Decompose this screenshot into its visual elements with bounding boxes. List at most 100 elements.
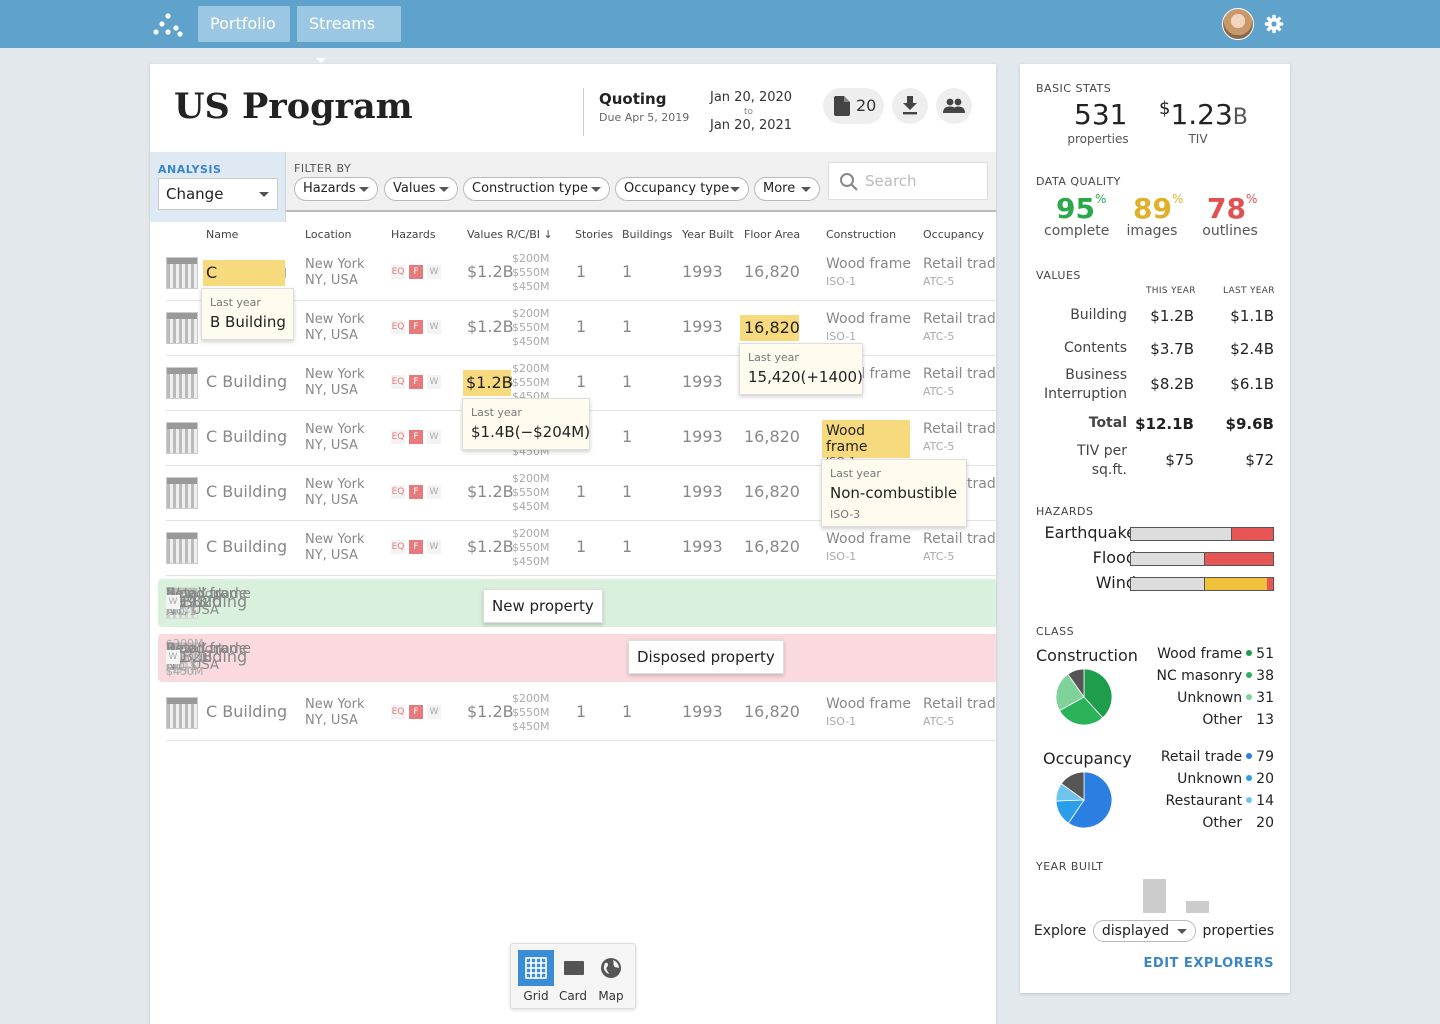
analysis-select[interactable]: Change bbox=[158, 178, 278, 210]
col-buildings[interactable]: Buildings bbox=[622, 228, 673, 241]
legend-item[interactable]: Retail trade 79 bbox=[1161, 749, 1274, 765]
explore-select[interactable]: displayed bbox=[1092, 920, 1197, 942]
tooltip-label: Last year bbox=[830, 467, 881, 480]
tooltip-main: $1.4B bbox=[471, 423, 515, 441]
property-stories: 1 bbox=[576, 702, 587, 721]
pie-slice[interactable] bbox=[1058, 696, 1104, 726]
legend-count: 14 bbox=[1256, 793, 1274, 809]
value-contents: $550M bbox=[512, 706, 550, 719]
col-year-built[interactable]: Year Built bbox=[682, 228, 734, 241]
nav-portfolio[interactable]: Portfolio bbox=[198, 6, 290, 42]
date-to: Jan 20, 2021 bbox=[710, 118, 793, 133]
legend-item[interactable]: Other 20 bbox=[1202, 815, 1274, 831]
construction-last-year-tooltip: Last year Non-combustible ISO-3 bbox=[821, 459, 967, 527]
pie-slice[interactable] bbox=[1055, 673, 1085, 712]
nav-streams[interactable]: Streams bbox=[297, 6, 401, 63]
col-name[interactable]: Name bbox=[206, 228, 239, 241]
building-thumbnail[interactable] bbox=[166, 697, 198, 729]
pie-slice[interactable] bbox=[1067, 771, 1113, 829]
building-thumbnail[interactable] bbox=[166, 422, 198, 454]
col-floor-area[interactable]: Floor Area bbox=[744, 228, 801, 241]
property-name: C Building bbox=[206, 702, 288, 721]
documents-count: 20 bbox=[856, 96, 877, 115]
legend-item[interactable]: Wood frame 51 bbox=[1157, 646, 1274, 662]
building-thumbnail[interactable] bbox=[166, 312, 198, 344]
pie-slice[interactable] bbox=[1067, 668, 1085, 699]
property-name: C Building bbox=[206, 372, 288, 391]
property-name: C Building bbox=[166, 592, 248, 611]
value-building: $200M bbox=[512, 692, 550, 705]
value-contents: $550M bbox=[512, 486, 550, 499]
pie-slice[interactable] bbox=[1083, 668, 1113, 719]
building-thumbnail[interactable] bbox=[166, 532, 198, 564]
col-construction[interactable]: Construction bbox=[826, 228, 897, 241]
edit-explorers-link[interactable]: EDIT EXPLORERS bbox=[1143, 956, 1274, 971]
legend-item[interactable]: Unknown 20 bbox=[1177, 771, 1274, 787]
legend-item[interactable]: Other 13 bbox=[1202, 712, 1274, 728]
property-city: New York bbox=[305, 367, 365, 382]
building-thumbnail[interactable] bbox=[166, 257, 198, 289]
legend-item[interactable]: Restaurant 14 bbox=[1166, 793, 1274, 809]
properties-caption: properties bbox=[1067, 132, 1129, 146]
year-built-bar[interactable] bbox=[1143, 879, 1166, 913]
legend-name: Unknown bbox=[1177, 771, 1243, 787]
property-city: New York bbox=[305, 312, 365, 327]
legend-item[interactable]: NC masonry 38 bbox=[1156, 668, 1274, 684]
hazard-bar[interactable] bbox=[1130, 577, 1274, 591]
filter-more[interactable]: More bbox=[754, 177, 820, 201]
year-built-bar[interactable] bbox=[1186, 901, 1209, 913]
values-last-year: $72 bbox=[1245, 451, 1274, 469]
property-construction: Wood frame bbox=[166, 641, 252, 657]
property-buildings: 1 bbox=[622, 702, 633, 721]
grid-icon bbox=[525, 957, 547, 979]
search-input[interactable] bbox=[863, 169, 983, 193]
col-values[interactable]: Values R/C/BI ↓ bbox=[467, 228, 553, 241]
filter-occupancy-type[interactable]: Occupancy type bbox=[615, 177, 749, 201]
filter-values[interactable]: Values bbox=[384, 177, 458, 201]
property-year-built: 1993 bbox=[682, 537, 723, 556]
area-changed-highlight[interactable]: 16,820 bbox=[740, 315, 800, 341]
date-from: Jan 20, 2020 bbox=[710, 90, 793, 105]
occupancy-pie bbox=[1055, 771, 1113, 829]
filter-hazards[interactable]: Hazards bbox=[294, 177, 378, 201]
property-occupancy: Retail trade bbox=[923, 366, 996, 382]
legend-dot bbox=[1246, 797, 1253, 803]
download-button[interactable] bbox=[892, 88, 928, 124]
filter-hazards-label: Hazards bbox=[303, 181, 356, 196]
building-thumbnail[interactable] bbox=[166, 477, 198, 509]
view-card[interactable] bbox=[556, 950, 592, 986]
col-location[interactable]: Location bbox=[305, 228, 352, 241]
team-button[interactable] bbox=[936, 88, 972, 124]
logo-icon[interactable] bbox=[150, 10, 184, 38]
construction-code: ISO-1 bbox=[826, 550, 857, 563]
hazard-bar[interactable] bbox=[1130, 552, 1274, 566]
value-changed-highlight[interactable]: $1.2B bbox=[463, 370, 513, 396]
property-occupancy: Retail trade bbox=[923, 531, 996, 547]
col-hazards[interactable]: Hazards bbox=[391, 228, 436, 241]
view-map-label: Map bbox=[598, 989, 624, 1003]
header-divider bbox=[583, 88, 584, 136]
filter-construction-type[interactable]: Construction type bbox=[463, 177, 610, 201]
view-map[interactable] bbox=[593, 950, 629, 986]
earthquake-tag: EQ bbox=[391, 430, 405, 444]
legend-name: Retail trade bbox=[1160, 749, 1243, 765]
avatar[interactable] bbox=[1222, 8, 1254, 40]
legend-item[interactable]: Unknown 31 bbox=[1177, 690, 1274, 706]
building-thumbnail[interactable] bbox=[166, 367, 198, 399]
building-thumbnail[interactable] bbox=[166, 642, 198, 674]
hazard-bar-high bbox=[1232, 528, 1273, 540]
property-name: C Building bbox=[166, 647, 248, 666]
gear-icon[interactable] bbox=[1264, 14, 1284, 34]
wind-tag: W bbox=[427, 540, 441, 554]
col-occupancy[interactable]: Occupancy bbox=[923, 228, 984, 241]
col-stories[interactable]: Stories bbox=[575, 228, 614, 241]
pie-slice[interactable] bbox=[1060, 771, 1085, 801]
name-changed-highlight[interactable]: C Building bbox=[203, 260, 285, 308]
view-grid[interactable] bbox=[518, 950, 554, 986]
documents-button[interactable]: 20 bbox=[823, 88, 884, 124]
hazard-bar[interactable] bbox=[1130, 527, 1274, 541]
